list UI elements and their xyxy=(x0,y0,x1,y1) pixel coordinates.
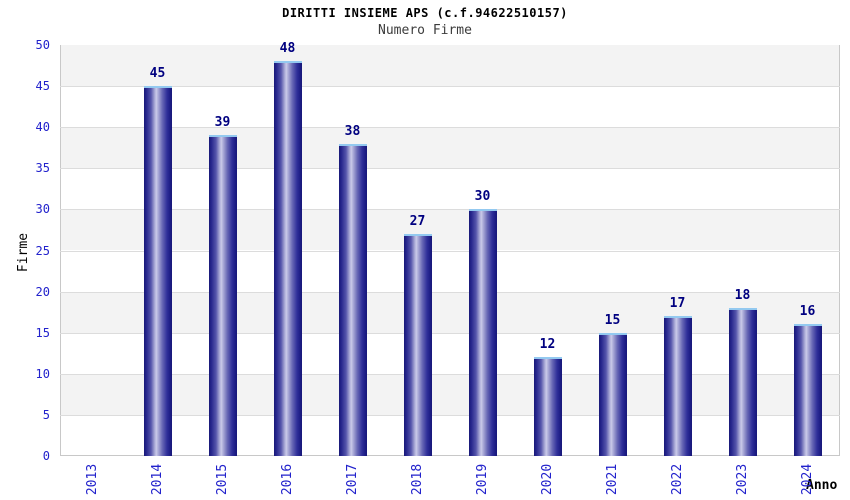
plot-band xyxy=(61,209,839,251)
x-tick-2021: 2021 xyxy=(588,458,638,500)
x-tick-label: 2013 xyxy=(85,463,100,495)
chart-subtitle: Numero Firme xyxy=(378,23,472,38)
gridline-10 xyxy=(60,373,840,375)
x-tick-label: 2018 xyxy=(410,463,425,495)
bar-value-2018: 27 xyxy=(409,214,426,230)
bar-2024 xyxy=(793,324,822,456)
x-tick-label: 2019 xyxy=(475,463,490,495)
gridline-15 xyxy=(60,332,840,334)
y-tick-30: 30 xyxy=(35,202,50,217)
x-tick-label: 2017 xyxy=(345,463,360,495)
y-tick-10: 10 xyxy=(35,366,50,381)
bar-2014 xyxy=(143,86,172,456)
gridline-35 xyxy=(60,168,840,170)
bar-value-2022: 17 xyxy=(669,296,686,312)
bar-2023 xyxy=(728,308,757,456)
plot-band xyxy=(61,373,839,415)
x-tick-2019: 2019 xyxy=(458,458,508,500)
y-tick-5: 5 xyxy=(42,407,50,422)
x-tick-2013: 2013 xyxy=(68,458,118,500)
gridline-25 xyxy=(60,250,840,252)
bar-value-2023: 18 xyxy=(734,288,751,304)
x-tick-label: 2014 xyxy=(150,463,165,495)
gridline-30 xyxy=(60,209,840,211)
x-tick-label: 2022 xyxy=(670,463,685,495)
y-tick-35: 35 xyxy=(35,161,50,176)
x-tick-2017: 2017 xyxy=(328,458,378,500)
x-tick-2023: 2023 xyxy=(718,458,768,500)
x-tick-label: 2020 xyxy=(540,463,555,495)
y-tick-40: 40 xyxy=(35,120,50,135)
x-axis-label: Anno xyxy=(806,478,838,493)
bar-value-2019: 30 xyxy=(474,189,491,205)
x-tick-2016: 2016 xyxy=(263,458,313,500)
x-tick-label: 2021 xyxy=(605,463,620,495)
bar-value-2021: 15 xyxy=(604,312,621,328)
plot-band xyxy=(61,291,839,333)
bar-value-2020: 12 xyxy=(539,337,556,353)
bar-value-2016: 48 xyxy=(279,41,296,57)
x-tick-2024: 2024 xyxy=(783,458,833,500)
plot-band xyxy=(61,45,839,87)
bar-2016 xyxy=(273,61,302,456)
x-tick-2015: 2015 xyxy=(198,458,248,500)
bar-2022 xyxy=(663,316,692,456)
bar-value-2017: 38 xyxy=(344,123,361,139)
plot-band xyxy=(61,127,839,169)
bar-2018 xyxy=(403,234,432,456)
x-tick-2018: 2018 xyxy=(393,458,443,500)
x-tick-label: 2015 xyxy=(215,463,230,495)
y-tick-20: 20 xyxy=(35,284,50,299)
x-tick-2014: 2014 xyxy=(133,458,183,500)
gridline-20 xyxy=(60,291,840,293)
chart-title: DIRITTI INSIEME APS (c.f.94622510157) xyxy=(282,6,568,20)
bar-value-2015: 39 xyxy=(214,115,231,131)
gridline-40 xyxy=(60,127,840,129)
bar-2017 xyxy=(338,143,367,456)
gridline-5 xyxy=(60,414,840,416)
x-tick-label: 2024 xyxy=(800,463,815,495)
y-tick-25: 25 xyxy=(35,243,50,258)
x-tick-label: 2016 xyxy=(280,463,295,495)
x-tick-label: 2023 xyxy=(735,463,750,495)
y-tick-50: 50 xyxy=(35,38,50,52)
y-tick-0: 0 xyxy=(42,449,50,463)
x-tick-2020: 2020 xyxy=(523,458,573,500)
bar-value-2024: 16 xyxy=(799,304,816,320)
bar-2021 xyxy=(598,332,627,456)
y-tick-45: 45 xyxy=(35,79,50,94)
x-tick-2022: 2022 xyxy=(653,458,703,500)
bar-value-2014: 45 xyxy=(149,66,166,82)
bar-2019 xyxy=(468,209,497,456)
bar-2020 xyxy=(533,357,562,456)
y-tick-15: 15 xyxy=(35,325,50,340)
gridline-45 xyxy=(60,86,840,88)
bar-2015 xyxy=(208,135,237,456)
